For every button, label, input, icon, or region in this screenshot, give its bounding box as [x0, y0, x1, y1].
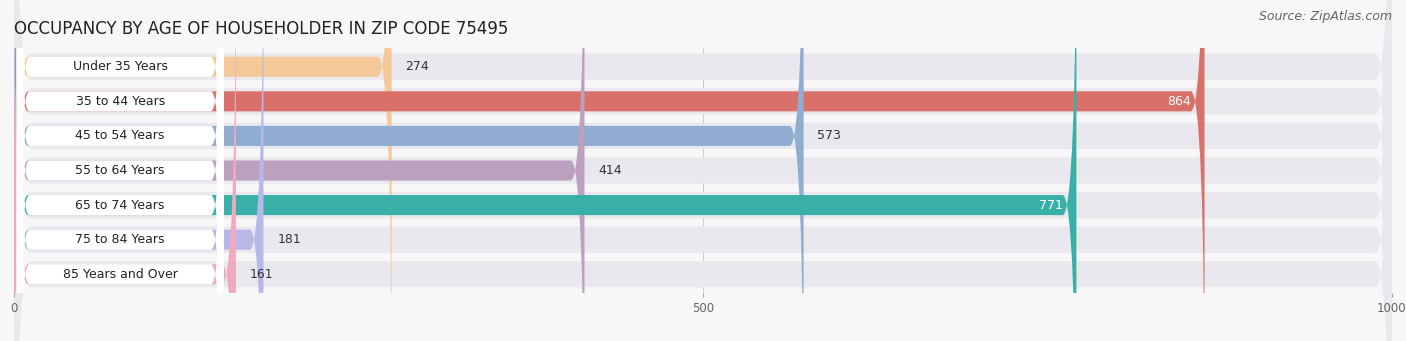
FancyBboxPatch shape [14, 0, 1392, 341]
FancyBboxPatch shape [14, 0, 1392, 341]
FancyBboxPatch shape [14, 0, 1392, 341]
Text: 55 to 64 Years: 55 to 64 Years [76, 164, 165, 177]
FancyBboxPatch shape [14, 0, 1077, 341]
FancyBboxPatch shape [14, 0, 585, 341]
FancyBboxPatch shape [14, 0, 1205, 341]
Text: 771: 771 [1039, 198, 1063, 211]
Text: 161: 161 [250, 268, 273, 281]
FancyBboxPatch shape [14, 0, 236, 341]
Text: 864: 864 [1167, 95, 1191, 108]
FancyBboxPatch shape [14, 0, 263, 341]
Text: Source: ZipAtlas.com: Source: ZipAtlas.com [1258, 10, 1392, 23]
FancyBboxPatch shape [17, 0, 224, 341]
FancyBboxPatch shape [17, 0, 224, 341]
FancyBboxPatch shape [14, 0, 1392, 341]
FancyBboxPatch shape [14, 0, 1392, 341]
FancyBboxPatch shape [17, 0, 224, 341]
FancyBboxPatch shape [17, 0, 224, 341]
Text: 75 to 84 Years: 75 to 84 Years [76, 233, 165, 246]
FancyBboxPatch shape [14, 0, 1392, 341]
Text: 35 to 44 Years: 35 to 44 Years [76, 95, 165, 108]
Text: Under 35 Years: Under 35 Years [73, 60, 167, 73]
Text: 65 to 74 Years: 65 to 74 Years [76, 198, 165, 211]
FancyBboxPatch shape [14, 0, 804, 341]
Text: 85 Years and Over: 85 Years and Over [63, 268, 177, 281]
FancyBboxPatch shape [17, 0, 224, 341]
Text: 274: 274 [405, 60, 429, 73]
Text: 181: 181 [277, 233, 301, 246]
FancyBboxPatch shape [14, 0, 392, 341]
FancyBboxPatch shape [17, 0, 224, 341]
Text: OCCUPANCY BY AGE OF HOUSEHOLDER IN ZIP CODE 75495: OCCUPANCY BY AGE OF HOUSEHOLDER IN ZIP C… [14, 20, 509, 38]
FancyBboxPatch shape [17, 0, 224, 341]
Text: 414: 414 [599, 164, 621, 177]
Text: 573: 573 [817, 130, 841, 143]
Text: 45 to 54 Years: 45 to 54 Years [76, 130, 165, 143]
FancyBboxPatch shape [14, 0, 1392, 341]
